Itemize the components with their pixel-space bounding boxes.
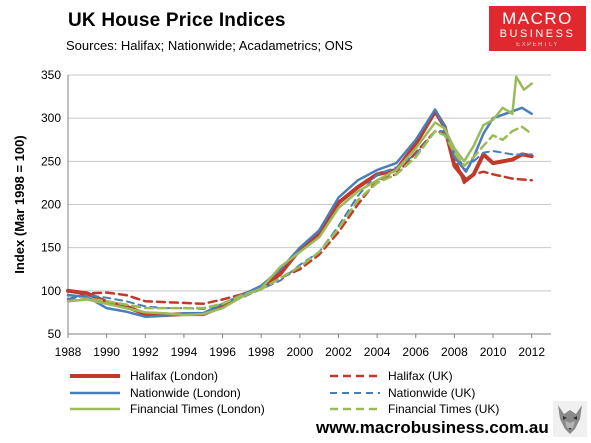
legend-label-nationwide-uk: Nationwide (UK) bbox=[388, 386, 475, 400]
x-tick-label-1990: 1990 bbox=[93, 345, 120, 359]
y-tick-label-200: 200 bbox=[41, 198, 61, 212]
x-tick-label-1988: 1988 bbox=[55, 345, 82, 359]
legend-label-halifax-london: Halifax (London) bbox=[130, 369, 218, 383]
x-tick-label-2010: 2010 bbox=[480, 345, 507, 359]
y-tick-label-300: 300 bbox=[41, 111, 61, 125]
x-tick-label-2006: 2006 bbox=[402, 345, 429, 359]
legend-label-nationwide-london: Nationwide (London) bbox=[130, 386, 241, 400]
x-tick-label-2012: 2012 bbox=[518, 345, 545, 359]
x-tick-label-1996: 1996 bbox=[209, 345, 236, 359]
y-tick-label-100: 100 bbox=[41, 284, 61, 298]
y-axis-label: Index (Mar 1998 = 100) bbox=[12, 135, 27, 273]
chart-subtitle: Sources: Halifax; Nationwide; Acadametri… bbox=[66, 38, 353, 53]
logo-line-3: EXPERTLY bbox=[516, 42, 559, 48]
logo-line-1: MACRO bbox=[502, 9, 573, 28]
legend-label-halifax-uk: Halifax (UK) bbox=[388, 369, 453, 383]
y-tick-label-350: 350 bbox=[41, 68, 61, 82]
series-line-financial-times-uk bbox=[66, 125, 533, 310]
macrobusiness-logo[interactable]: MACRO BUSINESS EXPERTLY bbox=[489, 6, 586, 51]
x-tick-label-1992: 1992 bbox=[132, 345, 159, 359]
x-tick-label-2000: 2000 bbox=[286, 345, 313, 359]
x-tick-label-1998: 1998 bbox=[248, 345, 275, 359]
legend-label-financial-times-london: Financial Times (London) bbox=[130, 402, 265, 416]
series-line-financial-times-london bbox=[66, 75, 533, 317]
series-line-nationwide-london bbox=[66, 106, 533, 318]
x-tick-label-1994: 1994 bbox=[171, 345, 198, 359]
series-line-nationwide-uk bbox=[67, 130, 533, 310]
website-link[interactable]: www.macrobusiness.com.au bbox=[316, 418, 549, 437]
wolf-icon bbox=[553, 401, 587, 437]
y-tick-label-250: 250 bbox=[41, 154, 61, 168]
y-tick-label-150: 150 bbox=[41, 241, 61, 255]
y-tick-label-50: 50 bbox=[48, 327, 62, 341]
x-tick-label-2002: 2002 bbox=[325, 345, 352, 359]
x-tick-label-2004: 2004 bbox=[364, 345, 391, 359]
chart-title: UK House Price Indices bbox=[68, 10, 286, 31]
series-line-halifax-london bbox=[66, 109, 534, 317]
series-line-halifax-uk bbox=[66, 129, 533, 306]
logo-line-2: BUSINESS bbox=[499, 28, 576, 40]
x-tick-label-2008: 2008 bbox=[441, 345, 468, 359]
legend-label-financial-times-uk: Financial Times (UK) bbox=[388, 402, 499, 416]
